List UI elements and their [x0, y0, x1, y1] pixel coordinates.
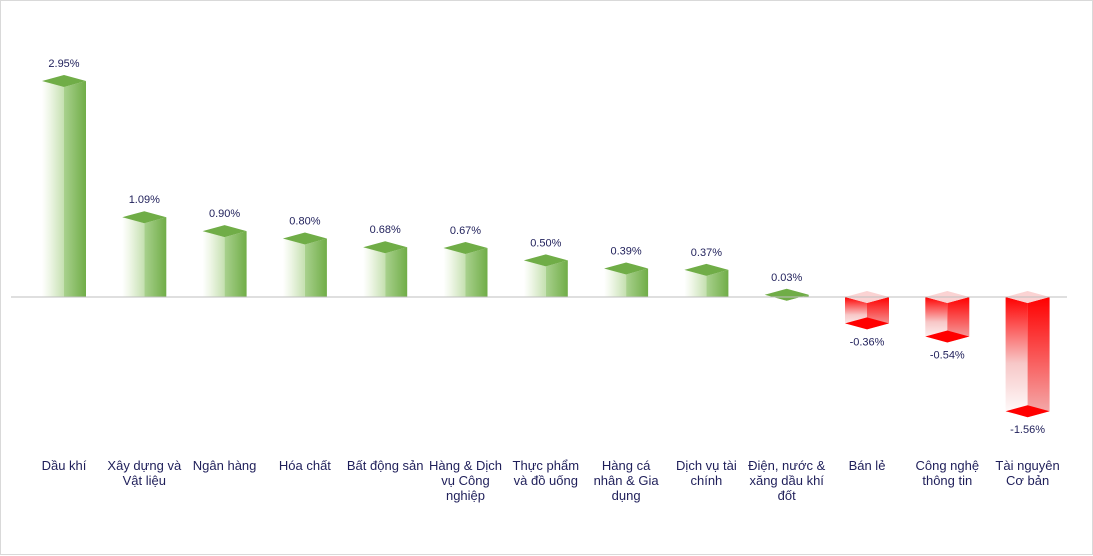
bar-9	[684, 263, 729, 297]
bar-4	[282, 232, 327, 297]
category-label: Công nghệ thông tin	[915, 458, 979, 488]
category-label: Hàng cá nhân & Gia dụng	[594, 458, 660, 503]
bar-face-right	[947, 297, 970, 343]
bar-top	[282, 232, 327, 245]
bar-top	[363, 241, 408, 254]
bar-face-right	[1027, 297, 1050, 418]
category-label: Thực phẩm và đồ uống	[513, 458, 580, 488]
bar-bottom	[1005, 405, 1050, 418]
bar-top	[42, 75, 86, 88]
category-label: Bất động sản	[347, 458, 424, 473]
value-label: -0.54%	[930, 350, 965, 362]
bar-face-left	[1005, 297, 1028, 418]
bars-group	[42, 75, 1050, 418]
bar-face-right	[304, 238, 327, 297]
value-label: -0.36%	[850, 336, 885, 348]
value-label: -1.56%	[1010, 424, 1045, 436]
bar-face-left	[202, 231, 225, 297]
category-label: Tài nguyên Cơ bản	[995, 458, 1059, 488]
bar-face-right	[545, 260, 568, 297]
bar-face-left	[443, 247, 466, 297]
bar-face-left	[122, 217, 145, 297]
bar-2	[122, 211, 167, 297]
bar-bottom	[845, 317, 889, 330]
value-label: 0.39%	[610, 245, 641, 257]
bar-top	[202, 225, 247, 238]
value-label: 0.37%	[691, 247, 722, 259]
value-label: 0.90%	[209, 208, 240, 220]
bar-13	[1005, 291, 1050, 418]
bar-face-right	[64, 81, 86, 297]
bar-5	[363, 241, 408, 297]
bar-top	[443, 241, 488, 254]
bar-8	[604, 262, 649, 297]
category-label: Hóa chất	[279, 458, 331, 473]
category-label: Bán lẻ	[849, 458, 886, 473]
bar-top	[764, 288, 809, 301]
bar-12	[925, 291, 970, 343]
bar-top	[684, 263, 729, 276]
bar-bottom	[925, 330, 970, 343]
value-label: 0.67%	[450, 225, 481, 237]
bar-face-right	[465, 247, 488, 297]
bar-6	[443, 241, 488, 297]
bar-face-left	[42, 81, 64, 297]
bar-10	[764, 288, 809, 301]
value-label: 0.68%	[370, 224, 401, 236]
category-label: Hàng & Dịch vụ Công nghiệp	[429, 458, 502, 503]
category-label: Dịch vụ tài chính	[676, 458, 737, 488]
value-label: 0.50%	[530, 237, 561, 249]
bar-top	[523, 254, 568, 267]
value-label: 0.03%	[771, 272, 802, 284]
labels-group: 2.95% Dầu khí 1.09% Xây dựng và Vật liệu 0.90…	[42, 58, 1060, 503]
bar-top	[122, 211, 167, 224]
bar-face-right	[385, 247, 408, 297]
bar-face-left	[925, 297, 948, 343]
bar-3	[202, 225, 247, 297]
value-label: 0.80%	[289, 215, 320, 227]
category-label: Xây dựng và Vật liệu	[107, 458, 182, 488]
bar-face-right	[706, 269, 729, 297]
category-label: Dầu khí	[42, 458, 87, 473]
category-label: Ngân hàng	[193, 458, 257, 473]
bar-face-left	[684, 269, 707, 297]
bar-1	[42, 75, 86, 297]
bar-face-right	[224, 231, 247, 297]
bar-7	[523, 254, 568, 297]
bar-face-left	[282, 238, 305, 297]
value-label: 2.95%	[48, 58, 79, 70]
category-label: Điện, nước & xăng dầu khí đốt	[748, 458, 826, 503]
bar-face-right	[626, 268, 649, 297]
value-label: 1.09%	[129, 194, 160, 206]
bar-face-left	[363, 247, 386, 297]
bar-face-left	[604, 268, 627, 297]
bar-face-right	[144, 217, 167, 297]
bar-top	[604, 262, 649, 275]
bar-face-left	[523, 260, 546, 297]
